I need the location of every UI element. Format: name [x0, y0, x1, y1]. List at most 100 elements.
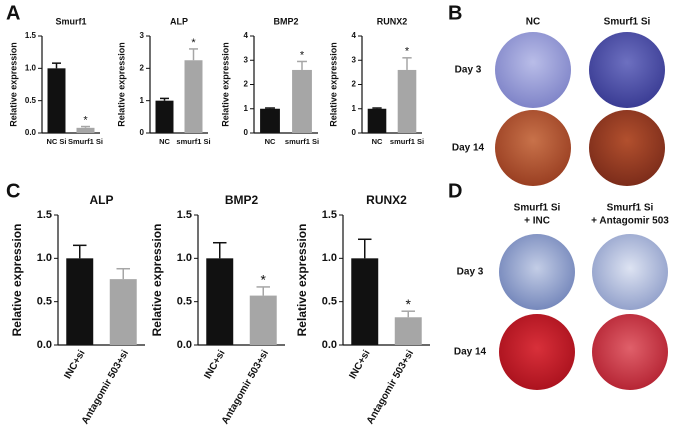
- y-tick-label: 3: [352, 55, 357, 64]
- y-tick-label: 0.5: [25, 96, 37, 105]
- y-tick-label: 1.0: [37, 252, 52, 264]
- column-label: + INC: [524, 216, 550, 227]
- row-label: Day 14: [454, 347, 487, 358]
- well-image: [592, 234, 668, 310]
- significance-mark: *: [406, 296, 412, 312]
- y-tick-label: 0.5: [177, 296, 192, 308]
- bar: [260, 108, 280, 133]
- bar: [76, 127, 95, 133]
- significance-mark: *: [405, 46, 410, 58]
- y-tick-label: 2: [140, 63, 145, 72]
- y-tick-label: 1.5: [25, 31, 37, 40]
- x-tick-label: INC+si: [347, 348, 372, 381]
- bar: [351, 258, 379, 345]
- x-tick-label: NC: [265, 137, 276, 146]
- column-label: Smurf1 Si: [604, 17, 651, 28]
- well-image: [499, 234, 575, 310]
- column-label: NC: [526, 17, 540, 28]
- x-tick-label: Antagomir 503+si: [365, 348, 416, 425]
- chart-title: BMP2: [273, 16, 298, 26]
- y-tick-label: 1.5: [322, 209, 337, 221]
- y-tick-label: 0: [140, 128, 145, 137]
- y-axis-label: Relative expression: [150, 224, 164, 337]
- y-tick-label: 0: [244, 128, 249, 137]
- y-tick-label: 3: [140, 31, 145, 40]
- bar: [292, 69, 312, 133]
- y-tick-label: 1.0: [25, 63, 37, 72]
- x-tick-label: smurf1 Si: [176, 137, 210, 146]
- significance-mark: *: [261, 272, 267, 288]
- chart-title: RUNX2: [377, 16, 408, 26]
- bar: [47, 68, 66, 133]
- bar: [397, 69, 417, 133]
- well-image: [499, 314, 575, 390]
- y-tick-label: 1.5: [177, 209, 192, 221]
- chart-title: Smurf1: [55, 16, 86, 26]
- chart-title: ALP: [90, 193, 114, 207]
- y-tick-label: 0.5: [37, 296, 52, 308]
- chart-title: BMP2: [225, 193, 259, 207]
- row-label: Day 3: [455, 65, 482, 76]
- y-tick-label: 0.0: [25, 128, 37, 137]
- well-image: [592, 314, 668, 390]
- well-image: [495, 110, 571, 186]
- column-label: + Antagomir 503: [591, 216, 669, 227]
- row-label: Day 14: [452, 143, 485, 154]
- y-axis-label: Relative expression: [295, 224, 309, 337]
- panel-letter: D: [448, 180, 462, 202]
- panel-letter: C: [6, 180, 20, 202]
- significance-mark: *: [300, 49, 305, 61]
- significance-mark: *: [191, 37, 196, 49]
- chart-title: RUNX2: [366, 193, 407, 207]
- y-tick-label: 1.0: [177, 252, 192, 264]
- y-tick-label: 0: [352, 128, 357, 137]
- bar: [394, 317, 422, 345]
- bar: [109, 279, 137, 345]
- y-tick-label: 0.0: [322, 339, 337, 351]
- bar: [206, 258, 234, 345]
- x-tick-label: NC Si: [46, 137, 66, 146]
- x-tick-label: INC+si: [62, 348, 87, 381]
- y-tick-label: 3: [244, 55, 249, 64]
- column-label: Smurf1 Si: [514, 203, 561, 214]
- y-tick-label: 2: [244, 80, 249, 89]
- bar: [367, 108, 387, 133]
- well-image: [589, 32, 665, 108]
- x-tick-label: smurf1 Si: [390, 137, 424, 146]
- y-tick-label: 1: [140, 96, 145, 105]
- y-tick-label: 0.5: [322, 296, 337, 308]
- bar: [155, 100, 174, 133]
- y-tick-label: 1.5: [37, 209, 52, 221]
- bar: [184, 60, 203, 133]
- y-tick-label: 0.0: [177, 339, 192, 351]
- y-tick-label: 4: [352, 31, 357, 40]
- x-tick-label: INC+si: [202, 348, 227, 381]
- x-tick-label: Antagomir 503+si: [220, 348, 271, 425]
- panel-letter: A: [6, 2, 20, 24]
- x-tick-label: NC: [372, 137, 383, 146]
- well-image: [589, 110, 665, 186]
- x-tick-label: smurf1 Si: [285, 137, 319, 146]
- x-tick-label: NC: [159, 137, 170, 146]
- y-tick-label: 1: [244, 104, 249, 113]
- y-tick-label: 4: [244, 31, 249, 40]
- significance-mark: *: [83, 114, 88, 126]
- y-axis-label: Relative expression: [8, 42, 18, 127]
- y-tick-label: 2: [352, 80, 357, 89]
- x-tick-label: Antagomir 503+si: [80, 348, 131, 425]
- y-tick-label: 0.0: [37, 339, 52, 351]
- column-label: Smurf1 Si: [607, 203, 654, 214]
- chart-title: ALP: [170, 16, 188, 26]
- bar: [249, 295, 277, 345]
- row-label: Day 3: [457, 267, 484, 278]
- charts: Smurf1 Relative expression 0.0 0.5 1.0 1.5 NC …: [8, 16, 430, 425]
- bar: [66, 258, 94, 345]
- y-axis-label: Relative expression: [10, 224, 24, 337]
- y-axis-label: Relative expression: [328, 42, 338, 127]
- y-tick-label: 1.0: [322, 252, 337, 264]
- y-axis-label: Relative expression: [220, 42, 230, 127]
- x-tick-label: Smurf1 Si: [68, 137, 103, 146]
- panel-letter: B: [448, 2, 462, 24]
- well-image: [495, 32, 571, 108]
